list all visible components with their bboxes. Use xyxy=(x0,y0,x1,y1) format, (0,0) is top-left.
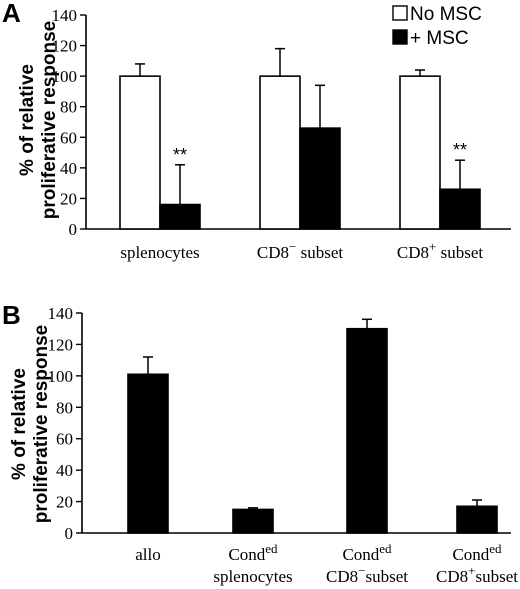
panel-a-ytick-label: 40 xyxy=(60,159,77,178)
panel-b-category-label-line2: CD8+subset xyxy=(436,563,518,586)
panel-a-plot: 0 20 40 60 80 100 120 140 splenocytes CD8− subset… xyxy=(52,4,511,262)
panel-b-ylabel-line1: % of relative xyxy=(9,368,30,480)
panel-b-category-label: Conded xyxy=(342,541,392,564)
panel-b-category-label-line2: splenocytes xyxy=(213,567,292,586)
panel-a-msc-bar xyxy=(159,203,201,230)
panel-a-ylabel-line2: proliferative response xyxy=(39,21,60,220)
panel-a-no-msc-bar xyxy=(259,75,301,230)
panel-a-ytick-label: 120 xyxy=(52,37,78,56)
panel-a-msc-bar xyxy=(299,127,341,230)
significance-marker: ** xyxy=(453,140,467,160)
panel-a-ylabel: % of relative proliferative response xyxy=(17,21,60,220)
legend-swatch xyxy=(392,5,408,21)
panel-b-bar xyxy=(346,327,388,534)
panel-b-bar xyxy=(232,508,274,534)
panel-a-ytick-label: 80 xyxy=(60,98,77,117)
panel-a-ytick-label: 100 xyxy=(52,67,78,86)
panel-b-ytick-label: 140 xyxy=(48,304,74,323)
panel-b-category-label: allo xyxy=(135,545,161,564)
panel-b-bar xyxy=(127,373,169,534)
panel-a-no-msc-bar xyxy=(399,75,441,230)
panel-a-legend: No MSC + MSC xyxy=(392,4,482,49)
significance-marker: ** xyxy=(173,145,187,165)
panel-b-category-label: Conded xyxy=(228,541,278,564)
panel-b-ytick-label: 120 xyxy=(48,335,74,354)
legend-label: No MSC xyxy=(410,4,482,25)
panel-b-plot: 0 20 40 60 80 100 120 140 allo Conded splenocytes C… xyxy=(48,304,519,586)
panel-b-ylabel: % of relative proliferative response xyxy=(9,325,52,524)
panel-b-letter: B xyxy=(2,300,21,330)
panel-a-category-label: CD8− subset xyxy=(257,239,343,262)
panel-a-category-label: CD8+ subset xyxy=(397,239,483,262)
panel-a-ytick-label: 0 xyxy=(69,220,78,239)
panel-b-ytick-label: 80 xyxy=(56,398,73,417)
legend-label: + MSC xyxy=(410,28,469,49)
panel-a-ytick-label: 60 xyxy=(60,128,77,147)
panel-b-ylabel-line2: proliferative response xyxy=(31,325,52,524)
panel-b-category-label-line2: CD8−subset xyxy=(326,563,408,586)
panel-b-ytick-label: 20 xyxy=(56,493,73,512)
panel-a-ylabel-line1: % of relative xyxy=(17,64,38,176)
panel-b-ytick-label: 0 xyxy=(65,524,74,543)
panel-b-ytick-label: 60 xyxy=(56,430,73,449)
panel-a-msc-bar xyxy=(439,188,481,230)
panel-b-bar xyxy=(456,505,498,534)
panel-a-no-msc-bar xyxy=(119,75,161,230)
panel-b-ytick-label: 40 xyxy=(56,461,73,480)
panel-a-letter: A xyxy=(2,0,21,28)
panel-a-ytick-label: 20 xyxy=(60,189,77,208)
panel-a-ytick-label: 140 xyxy=(52,6,78,25)
panel-a-category-label: splenocytes xyxy=(120,243,199,262)
legend-swatch xyxy=(392,29,408,45)
panel-b-ytick-label: 100 xyxy=(48,367,74,386)
panel-b-category-label: Conded xyxy=(452,541,502,564)
